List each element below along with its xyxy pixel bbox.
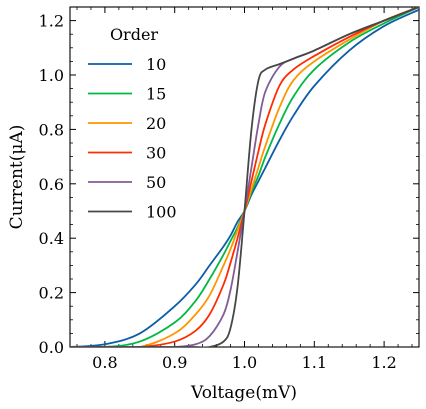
legend-label-30: 30 (146, 144, 166, 163)
series-line-100 (70, 7, 419, 347)
legend: Order 10 15 20 30 50 100 (88, 25, 177, 222)
plot-frame (69, 6, 420, 348)
x-tick-label: 1.2 (371, 353, 396, 372)
x-tick-label: 1.0 (232, 353, 257, 372)
series-line-30 (70, 7, 419, 347)
x-tick-label: 0.9 (162, 353, 187, 372)
y-tick-label: 0.0 (39, 338, 64, 357)
legend-label-10: 10 (146, 55, 166, 74)
series-line-50 (70, 7, 419, 347)
y-tick-label: 0.2 (39, 284, 64, 303)
y-axis-title: Current(μA) (7, 125, 27, 230)
y-tick-label: 0.6 (39, 175, 64, 194)
ticks: 0.8 0.9 1.0 1.1 1.2 0.0 0.2 0.4 0.6 0.8 1.0 1.2 (39, 7, 419, 372)
legend-title: Order (110, 25, 158, 44)
series-line-15 (70, 7, 419, 347)
x-tick-label: 0.8 (92, 353, 117, 372)
y-tick-label: 0.4 (39, 229, 64, 248)
y-tick-label: 0.8 (39, 120, 64, 139)
series-line-10 (70, 8, 419, 347)
series-lines (70, 7, 419, 347)
legend-label-20: 20 (146, 114, 166, 133)
legend-label-100: 100 (146, 203, 177, 222)
legend-label-15: 15 (146, 85, 166, 104)
series-line-20 (70, 7, 419, 347)
y-tick-label: 1.0 (39, 66, 64, 85)
legend-label-50: 50 (146, 173, 166, 192)
x-axis-title: Voltage(mV) (190, 383, 297, 403)
y-tick-label: 1.2 (39, 12, 64, 31)
x-tick-label: 1.1 (302, 353, 327, 372)
